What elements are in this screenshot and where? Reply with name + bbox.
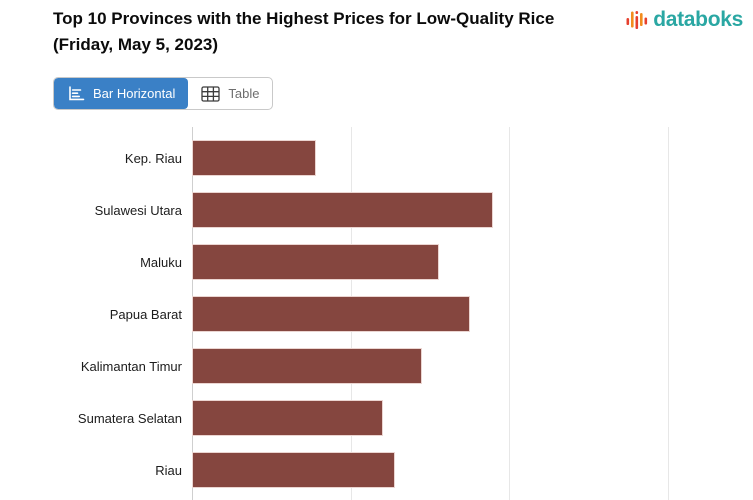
bar-horizontal-view-button[interactable]: Bar Horizontal xyxy=(54,78,189,109)
databoks-logo[interactable]: databoks xyxy=(626,8,743,39)
bar-maluku[interactable] xyxy=(192,244,439,280)
bar-riau[interactable] xyxy=(192,452,395,488)
table-label: Table xyxy=(228,86,260,101)
bar-track xyxy=(192,400,753,436)
category-label: Riau xyxy=(155,462,182,478)
chart: Kep. Riau Sulawesi Utara Maluku Papua Barat… xyxy=(0,127,753,500)
bar-track xyxy=(192,244,753,280)
table-icon xyxy=(201,85,221,102)
gridline xyxy=(509,127,511,500)
category-label: Maluku xyxy=(140,254,182,270)
chart-row: Sumatera Selatan xyxy=(0,392,753,444)
chart-row: Kep. Riau xyxy=(0,132,753,184)
category-label: Sulawesi Utara xyxy=(94,202,182,218)
category-label: Papua Barat xyxy=(109,306,182,322)
bar-track xyxy=(192,296,753,332)
bar-papua-barat[interactable] xyxy=(192,296,470,332)
chart-row: Sulawesi Utara xyxy=(0,184,753,236)
gridline xyxy=(667,127,669,500)
chart-row: Kalimantan Timur xyxy=(0,340,753,392)
chart-row: Papua Barat xyxy=(0,288,753,340)
category-label: Kalimantan Timur xyxy=(80,358,182,374)
header: Top 10 Provinces with the Highest Prices… xyxy=(0,0,753,58)
bar-kep-riau[interactable] xyxy=(192,140,316,176)
databoks-logo-text: databoks xyxy=(653,8,743,31)
bar-track xyxy=(192,140,753,176)
bar-track xyxy=(192,348,753,384)
bar-sumatera-selatan[interactable] xyxy=(192,400,383,436)
bar-track xyxy=(192,192,753,228)
page-title-line2: (Friday, May 5, 2023) xyxy=(53,35,219,54)
page-title-line1: Top 10 Provinces with the Highest Prices… xyxy=(53,9,555,28)
chart-row: Maluku xyxy=(0,236,753,288)
bar-horizontal-label: Bar Horizontal xyxy=(93,86,176,101)
bar-horizontal-icon xyxy=(67,85,85,102)
chart-rows: Kep. Riau Sulawesi Utara Maluku Papua Barat… xyxy=(0,127,753,496)
bar-kalimantan-timur[interactable] xyxy=(192,348,422,384)
databoks-logo-icon xyxy=(626,8,650,39)
page-title: Top 10 Provinces with the Highest Prices… xyxy=(53,6,554,58)
view-toggle-group: Bar Horizontal Table xyxy=(53,77,274,110)
view-toolbar: Bar Horizontal Table xyxy=(53,77,753,110)
category-label: Sumatera Selatan xyxy=(77,410,182,426)
table-view-button[interactable]: Table xyxy=(188,78,272,109)
bar-track xyxy=(192,452,753,488)
category-label: Kep. Riau xyxy=(124,150,182,166)
chart-row: Riau xyxy=(0,444,753,496)
bar-sulawesi-utara[interactable] xyxy=(192,192,493,228)
